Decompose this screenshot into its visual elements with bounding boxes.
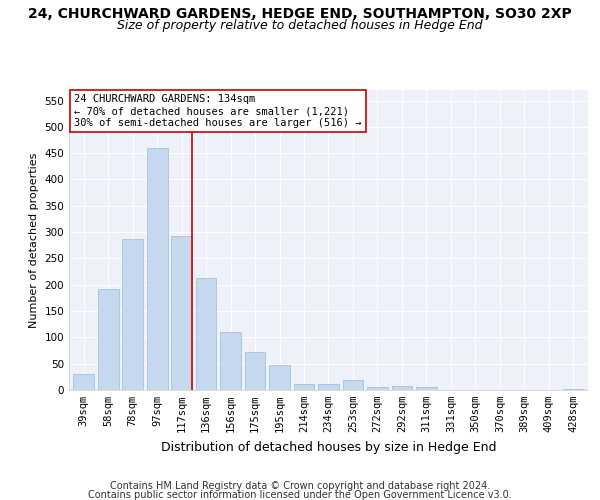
Bar <box>171 236 192 390</box>
Bar <box>392 386 412 390</box>
Bar <box>122 239 143 390</box>
Text: 24 CHURCHWARD GARDENS: 134sqm
← 70% of detached houses are smaller (1,221)
30% o: 24 CHURCHWARD GARDENS: 134sqm ← 70% of d… <box>74 94 362 128</box>
Bar <box>220 332 241 390</box>
Bar <box>73 374 94 390</box>
Text: Contains public sector information licensed under the Open Government Licence v3: Contains public sector information licen… <box>88 490 512 500</box>
Text: Contains HM Land Registry data © Crown copyright and database right 2024.: Contains HM Land Registry data © Crown c… <box>110 481 490 491</box>
Bar <box>563 389 584 390</box>
Bar <box>367 387 388 390</box>
Text: 24, CHURCHWARD GARDENS, HEDGE END, SOUTHAMPTON, SO30 2XP: 24, CHURCHWARD GARDENS, HEDGE END, SOUTH… <box>28 8 572 22</box>
Bar <box>98 290 119 390</box>
Bar <box>416 388 437 390</box>
Bar <box>343 380 364 390</box>
Bar <box>196 278 217 390</box>
Bar <box>318 384 339 390</box>
Text: Size of property relative to detached houses in Hedge End: Size of property relative to detached ho… <box>117 19 483 32</box>
Bar <box>293 384 314 390</box>
Bar <box>269 366 290 390</box>
Bar <box>245 352 265 390</box>
X-axis label: Distribution of detached houses by size in Hedge End: Distribution of detached houses by size … <box>161 440 496 454</box>
Y-axis label: Number of detached properties: Number of detached properties <box>29 152 39 328</box>
Bar <box>147 148 167 390</box>
